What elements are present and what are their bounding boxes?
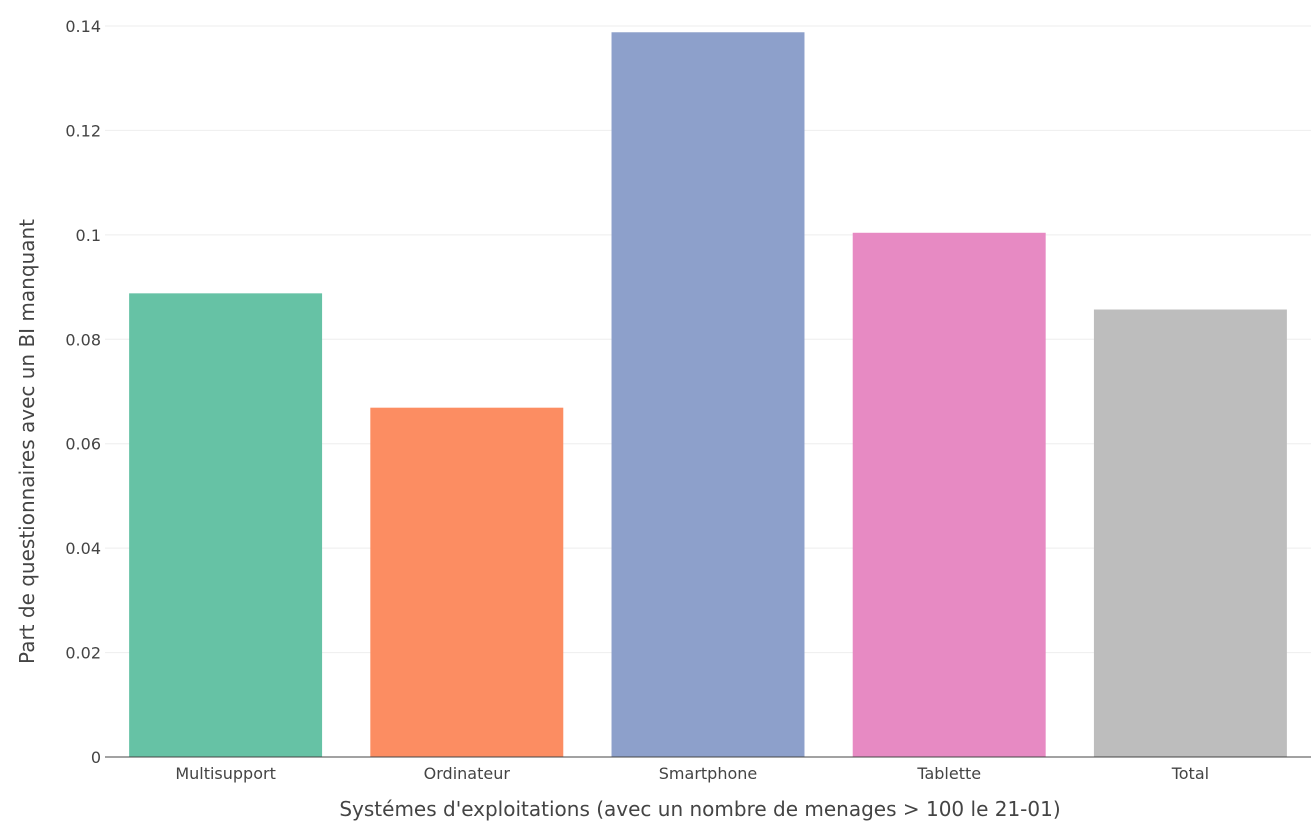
bar-smartphone[interactable]	[611, 32, 805, 758]
y-tick-label: 0	[91, 748, 101, 767]
bars	[129, 32, 1287, 758]
y-tick-label: 0.08	[65, 330, 101, 349]
bar-total[interactable]	[1093, 309, 1287, 757]
y-tick-label: 0.12	[65, 121, 101, 140]
y-tick-label: 0.14	[65, 17, 101, 36]
x-axis-title: Systémes d'exploitations (avec un nombre…	[339, 797, 1060, 821]
x-tick-label: Ordinateur	[424, 764, 511, 783]
y-tick-label: 0.02	[65, 644, 101, 663]
bar-multisupport[interactable]	[129, 293, 323, 757]
x-tick-label: Smartphone	[659, 764, 757, 783]
y-tick-label: 0.06	[65, 435, 101, 454]
x-tick-label: Tablette	[916, 764, 981, 783]
y-tick-label: 0.04	[65, 539, 101, 558]
y-tick-labels: 0 0.02 0.04 0.06 0.08 0.1 0.12 0.14	[65, 17, 101, 767]
x-tick-labels: Multisupport Ordinateur Smartphone Tablette…	[175, 764, 1209, 783]
bar-tablette[interactable]	[852, 232, 1046, 758]
y-tick-label: 0.1	[76, 226, 101, 245]
y-axis-title: Part de questionnaires avec un BI manqua…	[15, 219, 39, 664]
bar-ordinateur[interactable]	[370, 407, 564, 757]
x-tick-label: Multisupport	[175, 764, 276, 783]
x-tick-label: Total	[1171, 764, 1209, 783]
